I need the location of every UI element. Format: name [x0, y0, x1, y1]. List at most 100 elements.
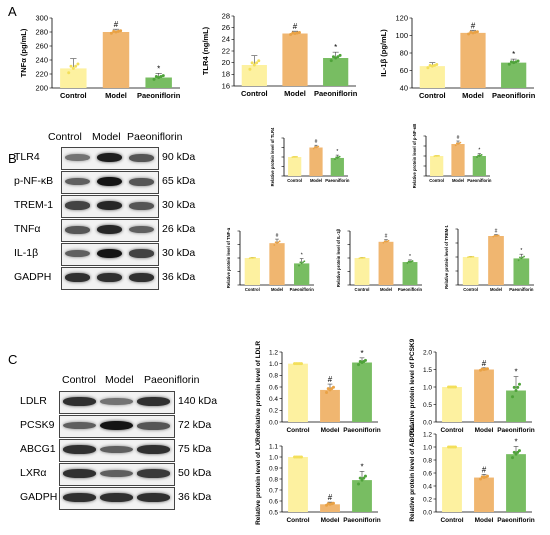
data-point [254, 256, 256, 259]
bar [474, 477, 494, 512]
data-point [497, 234, 500, 237]
y-axis-label: Relative protein level of LDLR [255, 341, 262, 433]
significance-mark: # [328, 375, 333, 384]
data-point [426, 66, 430, 70]
data-point [251, 257, 254, 259]
data-point [386, 240, 389, 243]
category-label: Control [245, 287, 260, 292]
bar [288, 363, 308, 422]
blot-band [128, 201, 154, 210]
bar [241, 65, 267, 86]
data-point [362, 256, 365, 259]
data-point [334, 158, 336, 161]
data-point [154, 75, 158, 79]
data-point [410, 260, 413, 263]
blot-band [128, 225, 154, 234]
y-axis-label: Relative protein level of TLR4 [270, 127, 275, 186]
data-point [452, 445, 456, 449]
data-point [291, 31, 295, 35]
category-label: Model [310, 178, 322, 183]
y-tick-label: 1.5 [423, 367, 432, 374]
bar [488, 236, 504, 285]
category-label: Model [321, 517, 340, 524]
blot-kda: 36 kDa [178, 490, 212, 503]
y-tick-label: 0.5 [269, 509, 278, 516]
data-point [252, 256, 255, 259]
data-point [278, 240, 281, 243]
significance-mark: * [157, 64, 160, 73]
blot-row-name: LXRα [20, 466, 47, 479]
significance-mark: # [457, 135, 460, 141]
bar [282, 33, 308, 86]
blot-kda: 36 kDa [162, 270, 196, 283]
data-point [330, 387, 334, 391]
data-point [250, 61, 254, 65]
data-point [159, 75, 163, 79]
data-point [276, 242, 278, 245]
data-point [520, 257, 523, 260]
blot-row-name: GADPH [14, 270, 52, 283]
y-axis-label: Relative protein level of TREM-1 [444, 224, 449, 288]
data-point [330, 502, 334, 506]
significance-mark: * [360, 349, 363, 358]
data-point [467, 256, 469, 259]
y-tick-label: 1.0 [269, 361, 278, 368]
significance-mark: * [514, 437, 517, 446]
category-label: Paeoniflorin [497, 517, 535, 524]
category-label: Model [105, 91, 127, 100]
data-point [511, 456, 515, 460]
bar [451, 144, 465, 176]
category-label: Control [286, 517, 309, 524]
bar [288, 457, 308, 512]
blot-kda: 26 kDa [162, 222, 196, 235]
data-point [517, 382, 521, 386]
data-point [516, 450, 520, 454]
data-point [326, 502, 330, 506]
data-point [152, 77, 156, 81]
data-point [294, 455, 298, 459]
lane-label: Model [92, 131, 121, 143]
y-tick-label: 1.1 [269, 443, 278, 450]
data-point [303, 260, 306, 263]
y-tick-label: 0.5 [423, 402, 432, 409]
significance-mark: # [471, 21, 476, 30]
data-point [277, 241, 280, 244]
blot-band [128, 273, 154, 282]
data-point [361, 257, 363, 259]
category-label: Model [271, 287, 283, 292]
bar [352, 480, 372, 512]
data-point [273, 244, 276, 246]
data-point [493, 234, 496, 237]
data-point [326, 387, 330, 391]
data-point [357, 363, 361, 367]
blot-band [96, 152, 122, 163]
y-tick-label: 40 [400, 83, 408, 92]
bar [244, 258, 260, 285]
bar [442, 387, 462, 422]
data-point [480, 475, 484, 479]
y-axis-label: TNFα (pg/mL) [19, 28, 28, 77]
data-point [69, 64, 73, 68]
data-point [509, 60, 513, 64]
y-axis-label: Relative protein level of ABCG1 [409, 424, 416, 522]
lane-label: Control [48, 131, 82, 143]
category-label: Paeoniflorin [343, 427, 381, 434]
y-tick-label: 200 [35, 83, 48, 92]
data-point [476, 156, 478, 158]
y-tick-label: 0.0 [269, 419, 278, 426]
blot-band [64, 225, 90, 234]
blot-row-name: GADPH [20, 490, 58, 503]
data-point [298, 362, 302, 366]
data-point [76, 62, 80, 66]
data-point [512, 450, 516, 454]
data-point [469, 256, 472, 258]
data-point [114, 30, 118, 34]
blot-kda: 30 kDa [162, 198, 196, 211]
data-point [312, 147, 315, 150]
blot-kda: 30 kDa [162, 246, 196, 259]
lane-label: Paeoniflorin [144, 374, 200, 386]
category-label: Control [440, 517, 463, 524]
blot-band [128, 249, 154, 258]
data-point [472, 255, 475, 258]
data-point [316, 146, 319, 148]
